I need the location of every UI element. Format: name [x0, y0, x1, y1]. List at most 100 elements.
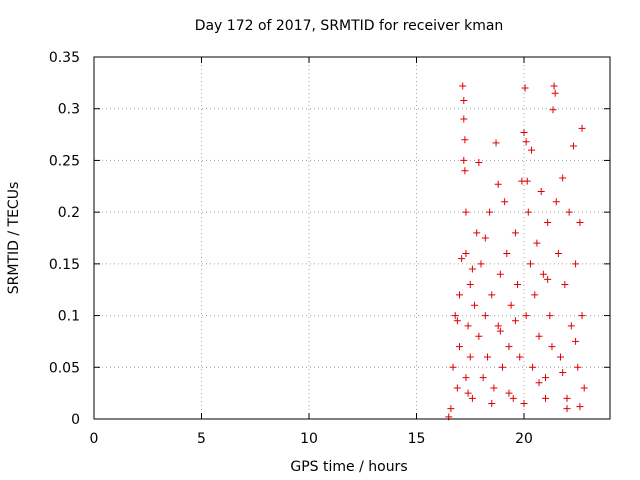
data-point [574, 363, 582, 371]
data-point [559, 174, 567, 182]
y-tick-label: 0.25 [49, 153, 80, 169]
data-point [453, 384, 461, 392]
data-point [565, 208, 573, 216]
data-point [464, 322, 472, 330]
data-point [461, 136, 469, 144]
data-point [557, 353, 565, 361]
data-point [451, 312, 459, 320]
data-point [569, 142, 577, 150]
data-point [481, 312, 489, 320]
data-point [453, 317, 461, 325]
data-point [466, 353, 474, 361]
data-point [481, 234, 489, 242]
data-point [466, 281, 474, 289]
data-point [563, 394, 571, 402]
data-point [522, 138, 530, 146]
data-point [483, 353, 491, 361]
data-point [456, 343, 463, 351]
data-point [486, 208, 494, 216]
data-point [464, 389, 472, 397]
data-point [509, 394, 517, 402]
grid-lines [94, 57, 610, 419]
data-point [479, 374, 487, 382]
data-point [531, 291, 539, 299]
data-point [468, 394, 476, 402]
data-point [522, 312, 530, 320]
data-point [449, 363, 457, 371]
data-point [471, 301, 479, 309]
data-point [475, 332, 483, 340]
data-point [516, 353, 524, 361]
data-point [572, 337, 580, 345]
x-axis-label: GPS time / hours [290, 459, 407, 475]
y-tick-label: 0.35 [49, 50, 80, 66]
x-tick-label: 20 [515, 431, 533, 447]
data-point [503, 250, 511, 258]
data-point [505, 389, 513, 397]
data-point [552, 198, 560, 206]
data-point [505, 343, 513, 351]
y-tick-label: 0 [71, 412, 80, 428]
data-point [548, 343, 556, 351]
data-point [507, 301, 515, 309]
data-point [523, 177, 531, 185]
data-point [499, 363, 506, 371]
plot-frame [93, 56, 611, 420]
data-point [544, 218, 552, 226]
y-tick-label: 0.05 [49, 360, 80, 376]
data-point [559, 368, 567, 376]
data-point [578, 124, 586, 132]
data-point [514, 281, 522, 289]
data-point [526, 260, 534, 268]
data-point [462, 374, 470, 382]
data-point [496, 270, 504, 278]
data-point [551, 89, 559, 97]
data-point [549, 106, 557, 114]
data-point [494, 322, 502, 330]
data-point [488, 291, 496, 299]
data-point [447, 405, 455, 413]
x-tick-label: 10 [300, 431, 318, 447]
data-point [563, 405, 571, 413]
data-point [501, 198, 509, 206]
data-point [535, 332, 543, 340]
data-point [561, 281, 569, 289]
data-point [468, 265, 476, 273]
data-point [542, 374, 549, 382]
data-point [520, 399, 528, 407]
data-point [537, 187, 545, 195]
data-point [546, 312, 554, 320]
x-tick-label: 5 [197, 431, 206, 447]
data-point [462, 208, 470, 216]
data-point [494, 180, 502, 188]
data-point [535, 379, 543, 387]
data-point [533, 239, 541, 247]
data-point [511, 229, 519, 237]
data-point [542, 394, 549, 402]
chart-title: Day 172 of 2017, SRMTID for receiver kma… [195, 18, 504, 34]
data-point [460, 96, 468, 104]
data-point [461, 167, 469, 175]
data-point [488, 399, 496, 407]
data-point [550, 82, 558, 90]
data-point [460, 115, 468, 123]
data-point [528, 146, 536, 154]
data-point [520, 129, 528, 137]
x-tick-label: 0 [90, 431, 99, 447]
y-axis-label: SRMTID / TECUs [6, 182, 22, 295]
data-point [460, 156, 468, 164]
data-points [445, 82, 588, 421]
data-point [544, 275, 552, 283]
data-point [458, 255, 466, 263]
data-point [539, 270, 547, 278]
y-tick-label: 0.3 [58, 102, 80, 118]
data-point [496, 327, 504, 335]
data-point [572, 260, 580, 268]
data-point [578, 312, 586, 320]
data-point [456, 291, 463, 299]
y-tick-label: 0.2 [58, 205, 80, 221]
data-point [554, 250, 562, 258]
data-point [580, 384, 588, 392]
data-point [529, 363, 537, 371]
